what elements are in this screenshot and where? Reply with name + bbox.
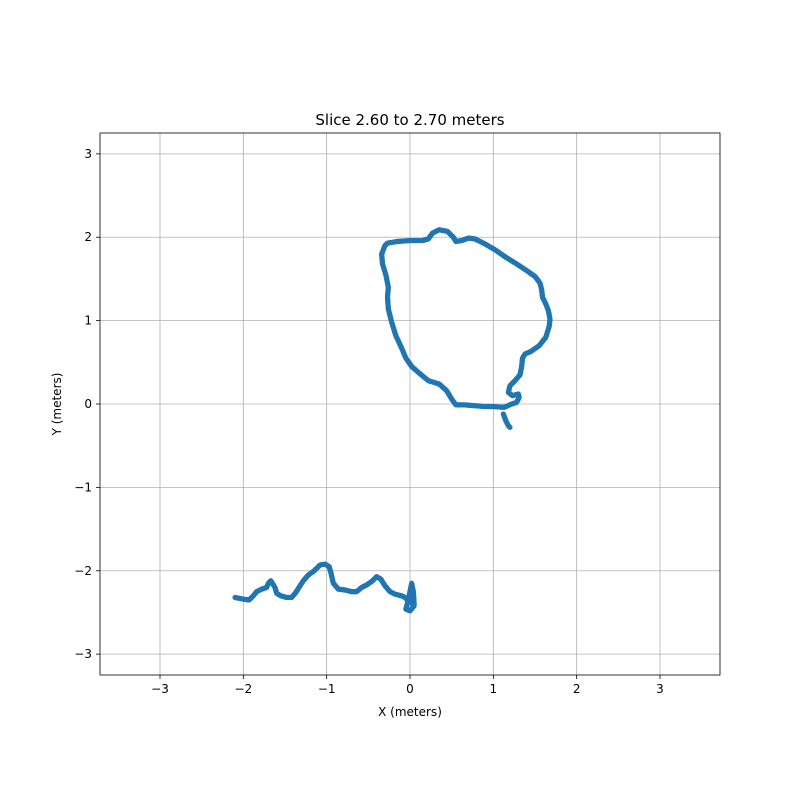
grid xyxy=(100,133,720,675)
data-point xyxy=(411,601,417,607)
x-axis-label: X (meters) xyxy=(378,705,442,719)
y-tick-label: 0 xyxy=(84,397,92,411)
y-tick-label: 1 xyxy=(84,314,92,328)
x-tick-label: −1 xyxy=(318,682,336,696)
ticks: −3 −2 −1 0 1 2 3 −3 −2 −1 0 1 2 3 xyxy=(74,147,664,696)
x-tick-label: −2 xyxy=(234,682,252,696)
y-tick-label: −1 xyxy=(74,480,92,494)
x-tick-label: 3 xyxy=(656,682,664,696)
y-tick-label: 2 xyxy=(84,230,92,244)
data-point xyxy=(384,240,390,247)
x-tick-label: −3 xyxy=(151,682,169,696)
x-tick-label: 2 xyxy=(573,682,581,696)
series-0 xyxy=(379,227,553,430)
chart-title: Slice 2.60 to 2.70 meters xyxy=(315,111,504,129)
y-tick-label: −3 xyxy=(74,647,92,661)
y-tick-label: −2 xyxy=(74,564,92,578)
y-axis-label: Y (meters) xyxy=(50,373,64,437)
series-1 xyxy=(232,561,417,614)
y-tick-label: 3 xyxy=(84,147,92,161)
data-layer xyxy=(232,227,553,614)
x-tick-label: 1 xyxy=(490,682,498,696)
data-point xyxy=(507,424,513,430)
x-tick-label: 0 xyxy=(406,682,414,696)
